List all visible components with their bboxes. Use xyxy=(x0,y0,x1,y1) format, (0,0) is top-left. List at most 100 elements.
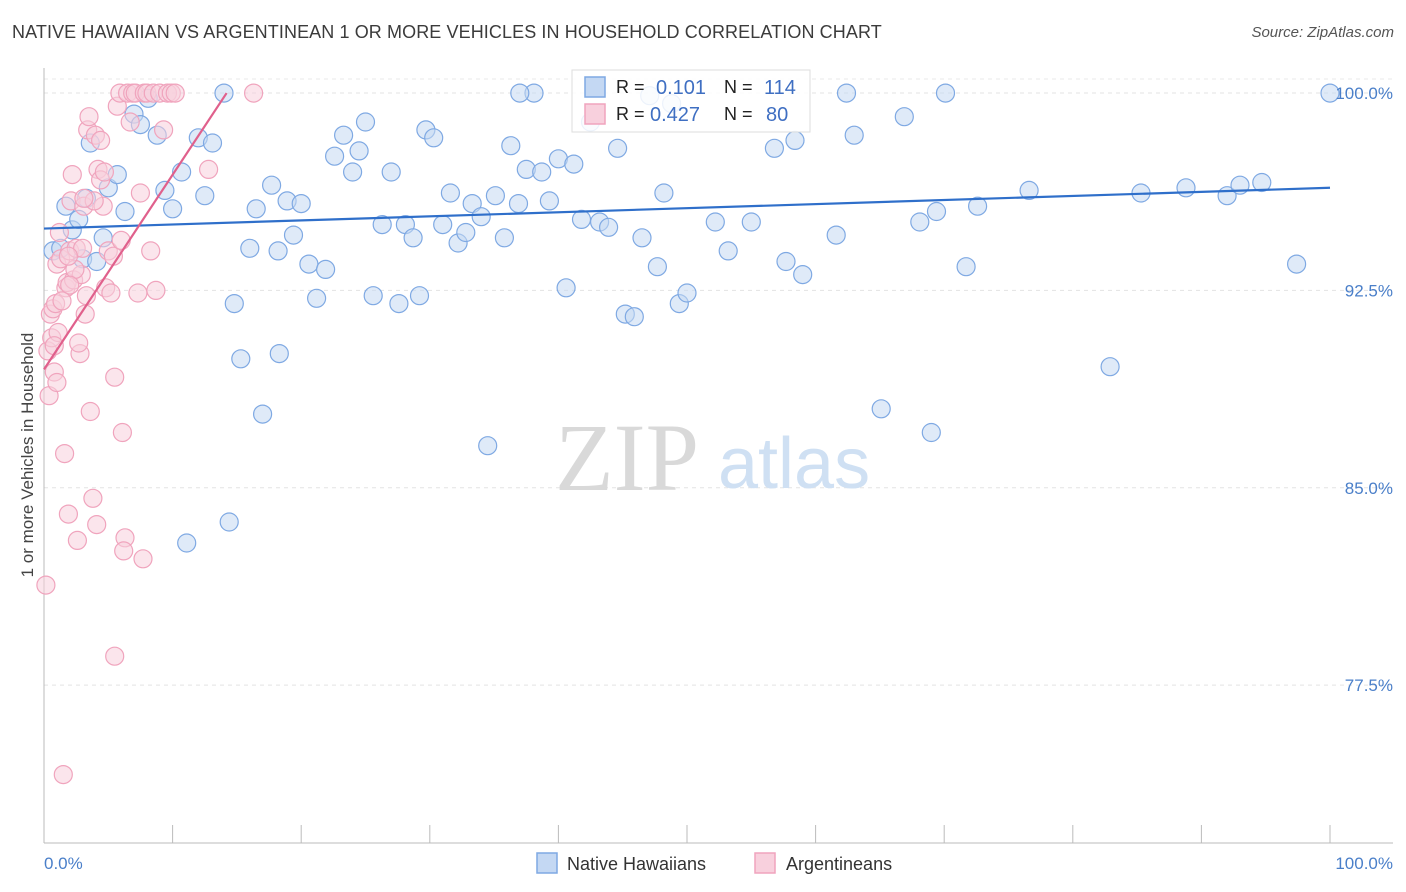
point-native-hawaiian xyxy=(598,217,619,237)
point-native-hawaiian xyxy=(268,241,288,261)
point-native-hawaiian xyxy=(163,199,183,219)
watermark: ZIP atlas xyxy=(555,404,870,511)
point-native-hawaiian xyxy=(246,199,266,219)
point-native-hawaiian xyxy=(624,307,644,327)
point-native-hawaiian xyxy=(440,183,460,203)
point-argentinean xyxy=(53,764,73,785)
point-native-hawaiian xyxy=(510,83,530,103)
point-native-hawaiian xyxy=(571,209,592,229)
x-tick-labels: 0.0% 100.0% xyxy=(44,854,1393,873)
point-native-hawaiian xyxy=(705,212,725,232)
point-native-hawaiian xyxy=(253,404,273,424)
y-tick-label: 100.0% xyxy=(1335,84,1393,103)
stats-r-label-hawaiian: R = xyxy=(616,77,645,97)
point-argentinean xyxy=(146,280,166,300)
point-native-hawaiian xyxy=(844,125,864,145)
point-native-hawaiian xyxy=(349,141,369,161)
gridlines xyxy=(44,78,1393,686)
stats-n-value-argentinean: 80 xyxy=(766,104,788,126)
stats-r-value-argentinean: 0.427 xyxy=(650,104,700,126)
point-argentinean xyxy=(80,401,100,422)
point-native-hawaiian xyxy=(471,207,491,227)
stats-legend: R = 0.101 N = 114 R = 0.427 N = 80 xyxy=(571,69,811,133)
y-tick-label: 77.5% xyxy=(1345,676,1393,695)
point-native-hawaiian xyxy=(115,201,135,222)
point-argentinean xyxy=(141,241,161,261)
source-label: Source: ZipAtlas.com xyxy=(1251,24,1394,41)
point-native-hawaiian xyxy=(262,175,282,195)
point-argentinean xyxy=(69,333,89,353)
point-native-hawaiian xyxy=(677,283,697,303)
point-native-hawaiian xyxy=(718,241,738,261)
point-native-hawaiian xyxy=(532,162,552,182)
point-native-hawaiian xyxy=(240,238,260,258)
point-native-hawaiian xyxy=(269,344,289,364)
point-native-hawaiian xyxy=(424,128,444,148)
point-native-hawaiian xyxy=(564,154,584,174)
point-native-hawaiian xyxy=(556,278,576,298)
point-argentinean xyxy=(62,165,82,185)
point-native-hawaiian xyxy=(871,399,891,419)
point-native-hawaiian xyxy=(219,512,239,532)
point-argentinean xyxy=(244,83,264,103)
point-native-hawaiian xyxy=(1286,254,1307,274)
point-native-hawaiian xyxy=(389,294,409,314)
stats-swatch-hawaiian xyxy=(584,76,606,98)
point-native-hawaiian xyxy=(776,251,796,272)
point-native-hawaiian xyxy=(355,112,376,132)
point-argentinean xyxy=(165,83,185,103)
x-tick-label-max: 100.0% xyxy=(1335,854,1393,873)
point-native-hawaiian xyxy=(956,257,976,277)
point-native-hawaiian xyxy=(485,186,505,206)
y-tick-label: 92.5% xyxy=(1345,281,1393,300)
legend-swatch-argentinean xyxy=(754,852,776,874)
trend-lines xyxy=(43,92,1331,370)
point-native-hawaiian xyxy=(478,436,498,456)
point-native-hawaiian xyxy=(307,288,327,308)
y-tick-label: 85.0% xyxy=(1345,479,1393,498)
point-native-hawaiian xyxy=(177,533,197,553)
stats-swatch-argentinean xyxy=(584,103,606,125)
point-native-hawaiian xyxy=(967,196,988,216)
point-argentinean xyxy=(60,275,80,295)
point-native-hawaiian xyxy=(372,215,392,235)
axes xyxy=(43,68,1393,844)
stats-n-value-hawaiian: 114 xyxy=(764,77,796,99)
point-argentinean xyxy=(128,283,148,303)
point-native-hawaiian xyxy=(1320,83,1340,103)
point-native-hawaiian xyxy=(1100,357,1120,377)
point-argentinean xyxy=(79,107,99,127)
point-native-hawaiian xyxy=(494,228,514,248)
point-native-hawaiian xyxy=(935,83,956,103)
point-argentinean xyxy=(111,230,131,250)
point-native-hawaiian xyxy=(1176,178,1196,198)
point-native-hawaiian xyxy=(894,107,914,127)
point-native-hawaiian xyxy=(607,138,628,158)
point-native-hawaiian xyxy=(381,162,401,182)
point-native-hawaiian xyxy=(539,191,560,211)
point-argentinean xyxy=(105,646,125,666)
point-native-hawaiian xyxy=(433,215,453,235)
point-native-hawaiian xyxy=(299,254,319,274)
point-argentinean xyxy=(101,283,121,303)
chart-title: NATIVE HAWAIIAN VS ARGENTINEAN 1 OR MORE… xyxy=(12,22,882,42)
y-tick-labels: 100.0% 92.5% 85.0% 77.5% xyxy=(1335,84,1393,695)
legend-swatch-hawaiian xyxy=(536,852,558,874)
point-argentinean xyxy=(36,575,56,595)
point-native-hawaiian xyxy=(647,257,668,277)
point-native-hawaiian xyxy=(910,212,930,232)
point-native-hawaiian xyxy=(224,294,244,314)
point-native-hawaiian xyxy=(325,146,345,166)
watermark-atlas: atlas xyxy=(718,424,870,504)
point-argentinean xyxy=(49,222,70,243)
point-native-hawaiian xyxy=(462,194,482,214)
point-native-hawaiian xyxy=(793,265,813,285)
point-native-hawaiian xyxy=(764,138,785,158)
point-argentinean xyxy=(133,549,153,569)
point-native-hawaiian xyxy=(409,286,430,306)
point-native-hawaiian xyxy=(231,349,251,369)
point-native-hawaiian xyxy=(291,194,311,214)
point-native-hawaiian xyxy=(826,225,846,245)
legend-label-hawaiian: Native Hawaiians xyxy=(567,854,706,874)
